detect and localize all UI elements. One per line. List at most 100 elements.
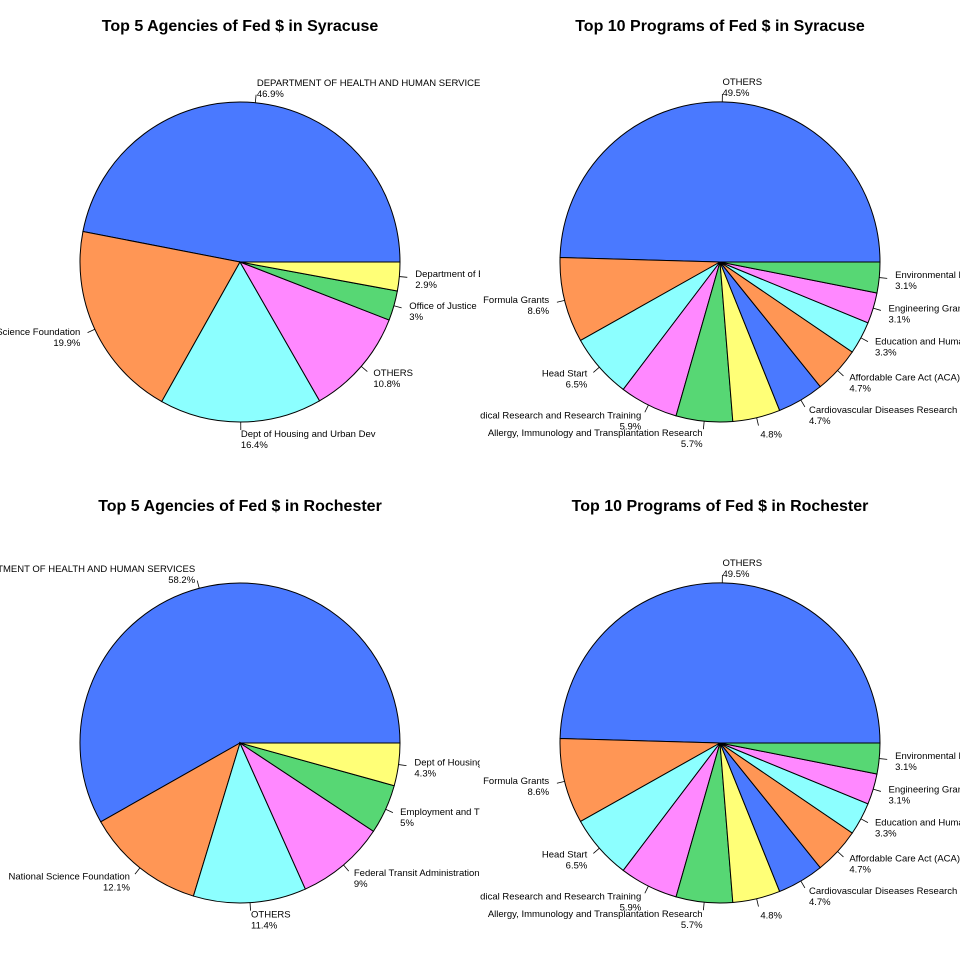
slice-leader-line [385,808,394,813]
chart-rochester-programs: Top 10 Programs of Fed $ in Rochester OTH… [480,498,960,931]
slice-leader-line [800,399,806,408]
slice-label: Affordable Care Act (ACA) [849,372,960,383]
slice-label: DEPARTMENT OF HEALTH AND HUMAN SERVICES [257,78,487,89]
slice-percent-label: 4.7% [809,897,831,908]
slice-percent-label: 49.5% [722,88,749,99]
pie-slice [559,582,881,744]
slice-leader-line [398,764,407,767]
pie-slice [559,101,881,263]
slice-leader-line [873,788,881,792]
slice-percent-label: 4.7% [849,383,871,394]
pie-slice [559,256,722,342]
slice-label: Federal Transit Administration [354,868,480,879]
chart-title: Top 10 Programs of Fed $ in Syracuse [575,18,865,35]
slice-label: National Science Foundation [0,327,80,338]
slice-label: Medical Research and Research Training [467,410,641,421]
slice-label: Environmental Health [895,270,960,281]
pie-slice [238,741,375,890]
slice-leader-line [873,307,881,311]
slice-percent-label: 3.3% [875,828,897,839]
slice-label: Education and Human Resources [875,336,960,347]
chart-title: Top 10 Programs of Fed $ in Rochester [572,498,869,515]
slice-leader-line [134,867,141,875]
slice-label: Formula Grants [483,295,549,306]
pie-slice [239,742,401,787]
slice-leader-line [644,885,649,894]
slice-label: Engineering Grants [889,304,960,315]
slice-label: National Science Foundation [8,871,129,882]
slice-leader-line [87,328,95,334]
slice-label: Department of Education [415,269,520,280]
slice-label: Affordable Care Act (ACA) [849,853,960,864]
chart-title: Top 5 Agencies of Fed $ in Syracuse [102,18,379,35]
slice-leader-line [879,277,888,279]
slice-percent-label: 4.3% [414,769,436,780]
slice-label: Formula Grants [483,776,549,787]
slice-percent-label: 10.8% [373,379,400,390]
slice-leader-line [593,366,600,373]
slice-label: OTHERS [373,368,413,379]
slice-leader-line [249,902,251,911]
slice-label: Office of Justice [409,301,476,312]
pie-slice [79,230,241,403]
slice-label: Head Start [542,850,588,861]
pie-slice [161,260,321,423]
slice-label: OTHERS [722,77,762,88]
slice-leader-line [702,421,705,430]
slice-leader-line [393,305,402,309]
pie-slice [100,741,241,897]
slice-percent-label: 5% [400,818,414,829]
slice-percent-label: 46.9% [257,89,284,100]
chart-syracuse-agencies: Top 5 Agencies of Fed $ in Syracuse DEPAR… [0,18,520,451]
slice-leader-line [644,404,649,413]
slice-leader-line [360,366,368,372]
slice-percent-label: 58.2% [168,575,195,586]
slice-percent-label: 9% [354,879,368,890]
slice-percent-label: 4.7% [809,416,831,427]
slice-label: Dept of Housing and Urban Dev [414,758,549,769]
slice-leader-line [879,758,888,760]
slice-percent-label: 8.6% [527,306,549,317]
slice-percent-label: 2.9% [415,280,437,291]
slice-percent-label: 12.1% [103,882,130,893]
slice-percent-label: 6.5% [566,380,588,391]
slice-percent-label: 5.9% [620,902,642,913]
slice-percent-label: 4.7% [849,864,871,875]
slice-label: Employment and Training Administration [400,807,570,818]
pie-slice [239,261,401,292]
slice-label: Environmental Health [895,751,960,762]
slice-percent-label: 3.1% [895,281,917,292]
slice-leader-line [837,851,844,858]
slice-percent-label: 8.6% [527,787,549,798]
slice-leader-line [196,580,200,589]
pie-slice [82,101,401,263]
slice-leader-line [860,818,869,823]
slice-label: Engineering Grants [889,785,960,796]
chart-rochester-agencies: Top 5 Agencies of Fed $ in Rochester DEPA… [0,498,570,932]
slice-percent-label: 4.8% [760,429,782,440]
slice-label: Dept of Housing and Urban Dev [241,429,376,440]
slice-leader-line [399,276,408,278]
slice-label: Education and Human Resources [875,817,960,828]
slice-percent-label: 11.4% [251,921,278,932]
slice-leader-line [756,898,759,907]
slice-leader-line [800,880,806,889]
slice-leader-line [343,864,350,872]
slice-percent-label: 5.7% [681,439,703,450]
pie-slice [79,582,401,823]
slice-percent-label: 3.1% [895,762,917,773]
pie-slice [238,261,390,402]
pie-slice [192,741,307,904]
slice-leader-line [556,780,565,784]
slice-leader-line [254,94,257,103]
slice-percent-label: 6.5% [566,861,588,872]
slice-percent-label: 3.3% [875,347,897,358]
slice-leader-line [702,902,705,911]
slice-label: Allergy, Immunology and Transplantation … [488,428,703,439]
slice-leader-line [837,370,844,377]
slice-label: Cardiovascular Diseases Research [809,405,957,416]
chart-title: Top 5 Agencies of Fed $ in Rochester [98,498,382,515]
slice-leader-line [756,417,759,426]
slice-percent-label: 19.9% [53,338,80,349]
